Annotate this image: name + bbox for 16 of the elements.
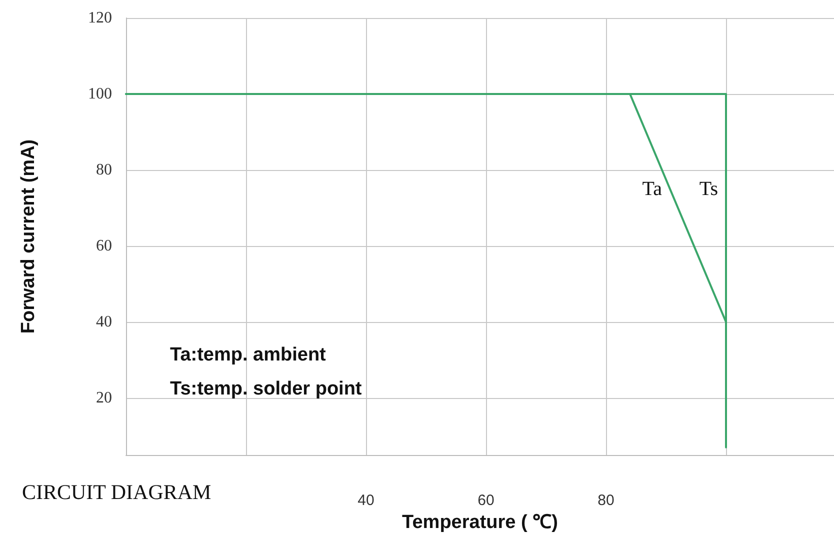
y-tick-label: 20 <box>96 390 112 406</box>
x-tick-label: 40 <box>358 492 374 509</box>
x-tick-label: 60 <box>478 492 494 509</box>
y-tick-label: 100 <box>88 86 112 102</box>
y-tick-label: 60 <box>96 238 112 254</box>
x-tick-label: 80 <box>598 492 614 509</box>
y-tick-label: 120 <box>88 10 112 26</box>
x-axis-title: Temperature ( ℃) <box>402 512 558 533</box>
series-label: Ta <box>642 178 662 200</box>
annotation: Ta:temp. ambient <box>170 344 327 366</box>
y-tick-label: 40 <box>96 314 112 330</box>
text: CIRCUIT DIAGRAM <box>22 480 212 504</box>
y-tick-label: 80 <box>96 162 112 178</box>
series-label: Ts <box>699 178 718 200</box>
y-axis-title: Forward current (mA) <box>18 139 39 334</box>
annotation: Ts:temp. solder point <box>170 378 362 400</box>
